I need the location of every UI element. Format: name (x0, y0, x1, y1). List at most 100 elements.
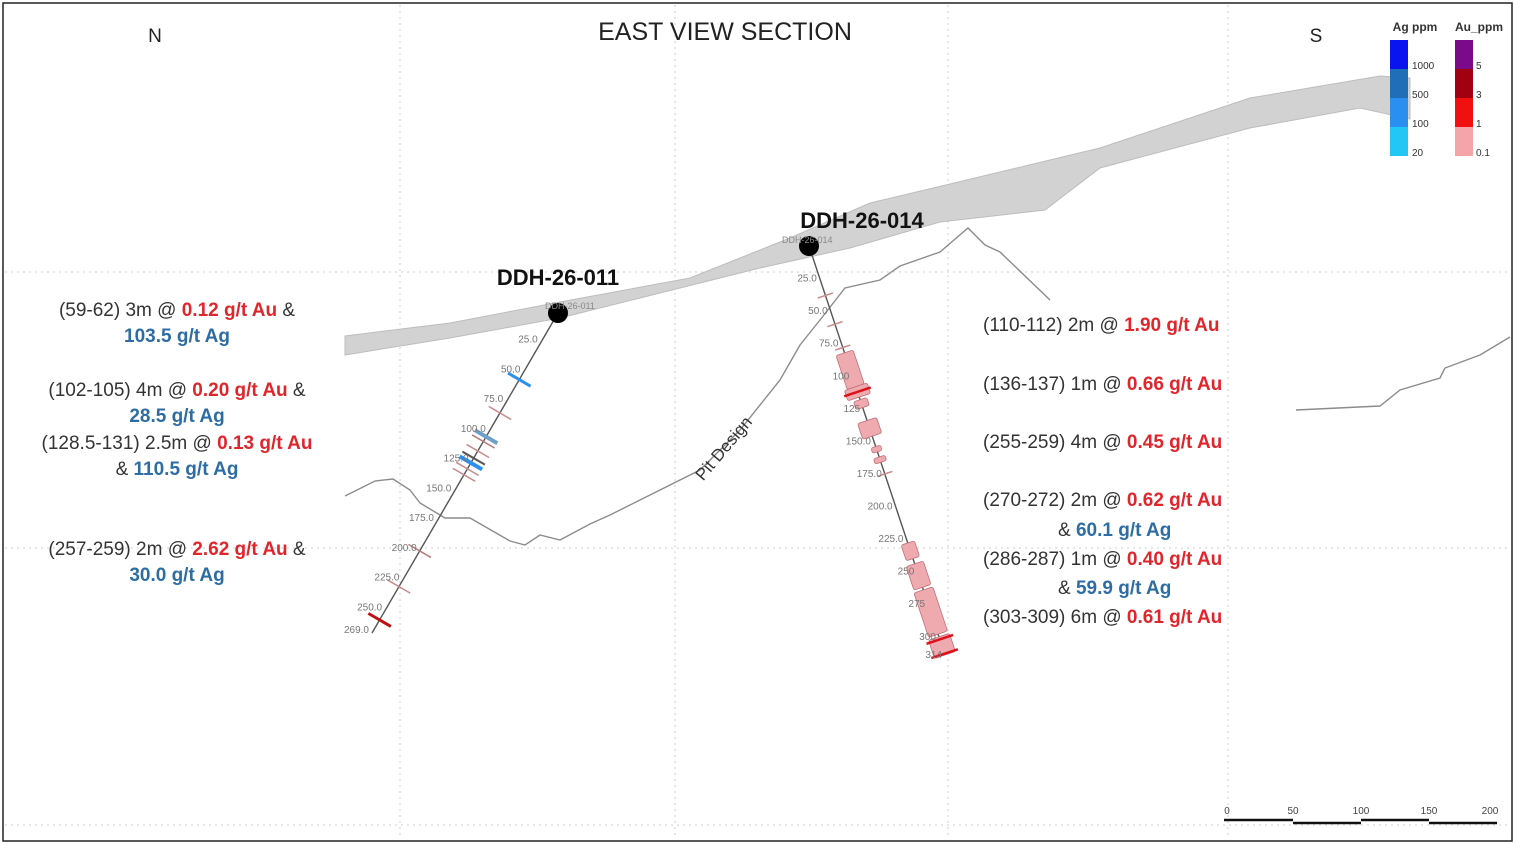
scale-label: 50 (1287, 806, 1299, 817)
intercept-text: (136-137) 1m @ 0.66 g/t Au (983, 374, 1222, 395)
intercept-text: 28.5 g/t Ag (129, 406, 224, 427)
depth-label: 225.0 (878, 534, 903, 545)
legend-swatch (1455, 69, 1473, 98)
depth-label: 269.0 (344, 625, 369, 636)
legend-swatch (1390, 69, 1408, 98)
au-interval-cylinder (871, 445, 883, 454)
legend-swatch (1390, 127, 1408, 156)
assay-interval-mark (488, 405, 512, 421)
au-interval-cylinder (873, 455, 887, 464)
legend-label: 500 (1412, 90, 1429, 101)
legend-swatch (1390, 40, 1408, 69)
assay-intervals (367, 371, 532, 628)
intercept-text: (270-272) 2m @ 0.62 g/t Au (983, 490, 1222, 511)
high-grade-mark (926, 633, 954, 645)
legend-label: 0.1 (1476, 148, 1490, 159)
legend-label: 1 (1476, 119, 1482, 130)
depth-label: 125.0 (444, 454, 469, 465)
assay-interval-mark (387, 579, 411, 594)
drill-hole-ddh-26-011[interactable]: 25.0 50.0 75.0 100.0 125.0 150.0 175.0 200.0 225… (344, 301, 595, 636)
drill-hole-ddh-26-014[interactable]: 25.0 50.0 75.0 100 125 150.0 175.0 200.0 225.0 25… (782, 235, 959, 661)
south-label: S (1310, 26, 1323, 47)
intercept-text: & 110.5 g/t Ag (116, 459, 239, 480)
hole-label-ddh-26-014: DDH-26-014 (800, 208, 924, 233)
depth-label: 150.0 (426, 483, 451, 494)
intercept-text: (110-112) 2m @ 1.90 g/t Au (983, 315, 1219, 336)
legend-swatch (1455, 40, 1473, 69)
depth-label: 50.0 (808, 306, 828, 317)
depth-label: 25.0 (797, 274, 817, 285)
au-interval-cylinder (857, 417, 882, 440)
depth-label: 314 (925, 650, 942, 661)
intercept-text: (303-309) 6m @ 0.61 g/t Au (983, 607, 1222, 628)
intercept-text: 103.5 g/t Ag (124, 326, 230, 347)
legend-label: 3 (1476, 90, 1482, 101)
legend-swatch (1455, 98, 1473, 127)
intercept-text: (286-287) 1m @ 0.40 g/t Au (983, 549, 1222, 570)
au-interval-cylinder (836, 350, 865, 390)
collar-marker[interactable] (548, 303, 568, 323)
scale-label: 150 (1421, 806, 1438, 817)
legend-ag-title: Ag ppm (1393, 20, 1438, 34)
annotations-left: (59-62) 3m @ 0.12 g/t Au & 103.5 g/t Ag … (42, 300, 313, 586)
depth-label: 125 (843, 404, 860, 415)
assay-interval-mark (507, 371, 532, 388)
annotations-right: (110-112) 2m @ 1.90 g/t Au (136-137) 1m … (983, 315, 1222, 628)
north-label: N (148, 26, 162, 47)
assay-interval-mark (827, 320, 843, 328)
intercept-text: (255-259) 4m @ 0.45 g/t Au (983, 432, 1222, 453)
depth-label: 150.0 (846, 436, 871, 447)
intercept-text: (102-105) 4m @ 0.20 g/t Au & (48, 380, 306, 401)
assay-interval-mark (455, 461, 480, 477)
assay-interval-mark (834, 344, 851, 351)
scale-label: 100 (1353, 806, 1370, 817)
au-interval-cylinder (906, 561, 931, 590)
assay-interval-mark (466, 443, 490, 459)
assay-interval-mark (367, 612, 392, 628)
assay-interval-mark (408, 543, 432, 559)
depth-label: 100.0 (461, 424, 486, 435)
assay-interval-mark (452, 467, 476, 482)
collar-label: DDH-26-011 (545, 301, 595, 311)
legend-au-title: Au_ppm (1455, 20, 1503, 34)
depth-label: 200.0 (868, 502, 893, 513)
intercept-text: 30.0 g/t Ag (129, 565, 224, 586)
legend: Ag ppm Au_ppm 1000 500 100 20 5 3 1 0.1 (1390, 20, 1503, 159)
depth-labels: 25.0 50.0 75.0 100 125 150.0 175.0 200.0 225.0 25… (797, 274, 942, 661)
high-grade-mark (843, 386, 872, 398)
legend-label: 20 (1412, 148, 1424, 159)
legend-au-scale: 5 3 1 0.1 (1455, 40, 1490, 159)
depth-label: 250 (898, 567, 915, 578)
assay-interval-mark (473, 428, 499, 445)
depth-label: 200.0 (392, 543, 417, 554)
overburden-band (344, 75, 1411, 356)
legend-label: 100 (1412, 119, 1429, 130)
depth-label: 175.0 (409, 513, 434, 524)
depth-label: 75.0 (819, 339, 839, 350)
collar-marker[interactable] (799, 236, 819, 256)
intercept-text: & 59.9 g/t Ag (1058, 578, 1171, 599)
intercept-text: (128.5-131) 2.5m @ 0.13 g/t Au (42, 433, 313, 454)
assay-interval-mark (817, 292, 834, 299)
intercept-text: & 60.1 g/t Ag (1058, 520, 1171, 541)
intercept-text: (59-62) 3m @ 0.12 g/t Au & (59, 300, 295, 321)
au-interval-cylinder (901, 540, 920, 561)
au-interval-cylinder (913, 586, 948, 638)
legend-label: 1000 (1412, 61, 1435, 72)
hole-trace (371, 312, 559, 634)
depth-label: 300 (919, 632, 936, 643)
depth-label: 175.0 (857, 469, 882, 480)
pit-design-outline (344, 227, 1051, 546)
assay-interval-mark (471, 434, 495, 449)
assay-interval-mark (461, 450, 486, 466)
depth-label: 75.0 (484, 394, 504, 405)
legend-ag-scale: 1000 500 100 20 (1390, 40, 1435, 159)
assay-interval-mark (458, 454, 484, 472)
depth-label: 25.0 (518, 335, 538, 346)
depth-label: 275 (908, 599, 925, 610)
pit-design-label: Pit Design (692, 413, 756, 485)
au-interval-cylinder (853, 397, 870, 410)
depth-label: 50.0 (501, 364, 521, 375)
